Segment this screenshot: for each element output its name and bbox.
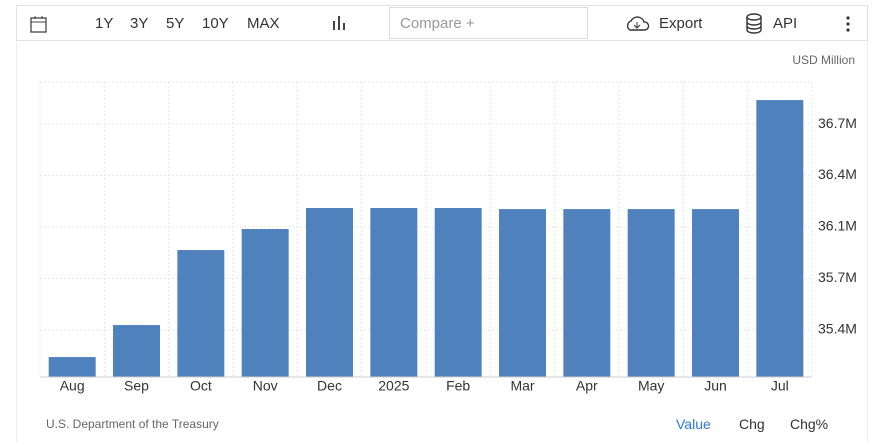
bar [241,229,289,377]
bar [434,208,482,377]
range-button[interactable]: 5Y [166,15,185,32]
y-tick-label: 36.7M [818,115,857,131]
tab[interactable]: Chg [739,416,765,432]
bar [177,250,225,377]
x-tick-label: Aug [60,378,85,394]
chart-panel [16,41,868,442]
export-button[interactable]: Export [659,15,703,32]
calendar-icon[interactable] [29,14,49,34]
tab[interactable]: Value [676,416,711,432]
range-button[interactable]: MAX [247,15,280,32]
x-tick-label: Dec [317,378,342,394]
api-icon[interactable] [745,13,763,35]
menu-icon[interactable] [845,16,851,32]
api-button[interactable]: API [773,15,798,32]
y-tick-label: 35.4M [818,321,857,337]
export-icon[interactable] [624,15,650,33]
unit-label: USD Million [792,53,855,67]
bar [756,100,804,377]
x-tick-label: Jul [771,378,789,394]
x-tick-label: Jun [704,378,727,394]
toolbar: 1Y 3Y 5Y 10Y MAX Compare + Export API [16,5,868,41]
y-tick-label: 36.4M [818,166,857,182]
range-button[interactable]: 3Y [130,15,149,32]
x-tick-label: Oct [190,378,212,394]
x-tick-label: Feb [446,378,470,394]
range-button[interactable]: 1Y [95,15,114,32]
x-tick-label: Nov [253,378,278,394]
bar [692,209,739,377]
bar [563,209,611,377]
bar [113,325,160,377]
chart-type-icon[interactable] [331,15,347,31]
chart: USD Million 35.4M 35.7M 36.1M 36.4M 36.7M Aug… [39,53,857,394]
bar [370,208,418,377]
x-tick-label: Mar [510,378,534,394]
bar [306,208,353,377]
compare-input[interactable]: Compare + [389,7,588,39]
y-tick-label: 36.1M [818,218,857,234]
x-tick-label: Apr [576,378,598,394]
x-tick-label: May [638,378,664,394]
bar [627,209,675,377]
source: U.S. Department of the Treasury [46,417,219,431]
x-tick-label: Sep [124,378,149,394]
y-tick-label: 35.7M [818,269,857,285]
range-button[interactable]: 10Y [202,15,229,32]
x-tick-label: 2025 [378,378,409,394]
bar [48,357,96,377]
tab[interactable]: Chg% [790,416,829,432]
bar [499,209,546,377]
